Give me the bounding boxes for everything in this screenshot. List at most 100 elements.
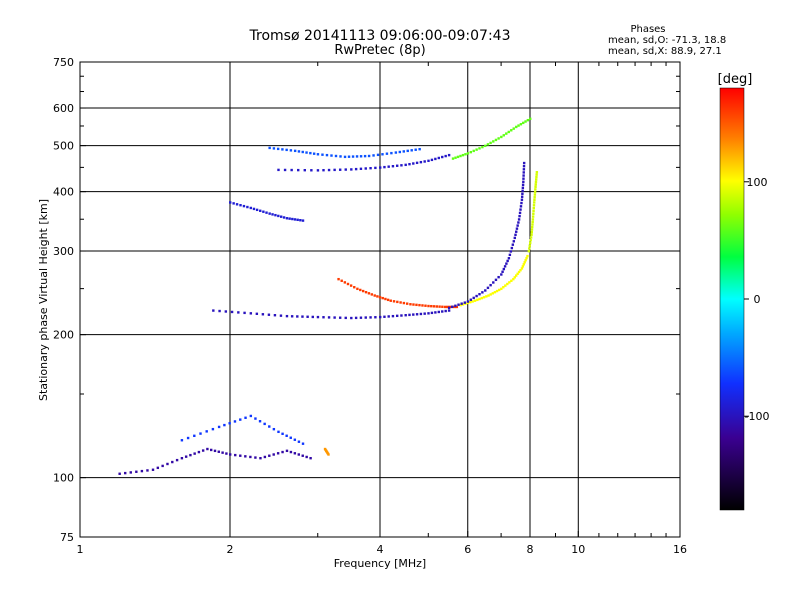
data-point [364,316,367,319]
data-point [299,219,302,222]
data-point [359,155,363,158]
data-point [350,316,353,320]
data-point [534,188,537,191]
data-point [213,449,217,453]
x-tick-label: 6 [464,543,471,556]
data-point [522,177,525,180]
data-point [534,183,537,186]
data-point [460,302,463,305]
data-point [529,117,532,121]
chart-subtitle: RwPretec (8p) [334,43,425,58]
data-point [508,281,511,284]
data-point [235,203,239,206]
data-point [497,137,500,140]
data-point [505,132,508,135]
data-point [447,306,451,310]
data-point [507,130,510,134]
data-point [535,175,538,179]
data-point [205,430,208,433]
data-point [327,316,331,319]
data-point [156,466,160,470]
data-point [340,279,343,282]
data-point [533,201,536,204]
data-point [500,273,503,276]
data-point [333,316,336,319]
colorbar-tick-label: 0 [754,293,761,306]
data-point [347,155,351,158]
y-tick-label: 200 [53,329,74,342]
data-point [276,147,280,151]
data-point [441,310,444,313]
data-point [229,453,232,456]
data-point [383,315,386,318]
data-point [449,305,453,309]
data-point [398,150,402,154]
data-point [351,155,355,158]
data-point [524,259,527,262]
data-point [476,298,479,302]
data-point [265,211,268,214]
data-point [124,471,127,475]
data-point [281,450,284,454]
data-point [193,452,196,455]
data-point [441,155,444,159]
data-point [372,154,375,157]
data-point [279,314,283,317]
data-point [171,460,174,464]
data-point [506,282,509,286]
data-point [434,157,437,161]
data-point [414,148,417,151]
data-point [494,138,498,142]
y-tick-label: 400 [53,186,74,199]
data-point [514,274,518,277]
data-point [514,233,517,237]
data-point [346,282,350,286]
data-point [423,160,426,163]
data-point [517,218,521,221]
data-point [404,163,407,167]
data-point [301,219,305,222]
data-point [520,201,523,205]
data-point [305,455,308,459]
data-point [285,434,288,437]
data-point [311,315,314,319]
data-point [290,168,293,172]
data-point [521,183,525,187]
data-point [343,155,347,159]
data-point [517,221,520,224]
data-point [508,253,512,257]
data-point [285,314,289,318]
data-point [512,277,515,281]
data-point [502,286,505,289]
data-point [486,143,490,146]
data-point [249,312,253,315]
data-point [271,213,274,216]
data-point [330,154,333,157]
data-point [387,165,390,168]
data-point [521,186,525,189]
data-point [522,164,526,168]
data-point [522,180,525,184]
data-point [244,416,247,419]
data-point [464,153,467,156]
data-point [524,120,527,123]
data-point [408,313,411,317]
data-point [424,304,427,307]
data-point [383,165,386,169]
data-point [519,208,522,211]
data-point [528,241,532,245]
data-point [389,299,392,302]
data-point [532,212,535,215]
data-point [519,205,523,208]
data-point [489,141,492,145]
data-point [402,301,406,305]
y-axis-label: Stationary phase Virtual Height [km] [37,199,50,401]
y-tick-label: 75 [60,531,74,544]
data-point [301,315,304,318]
data-point [386,298,390,302]
data-point [502,267,506,271]
data-point [255,208,259,212]
data-point [531,218,535,221]
data-point [441,305,444,308]
data-point [364,290,368,294]
